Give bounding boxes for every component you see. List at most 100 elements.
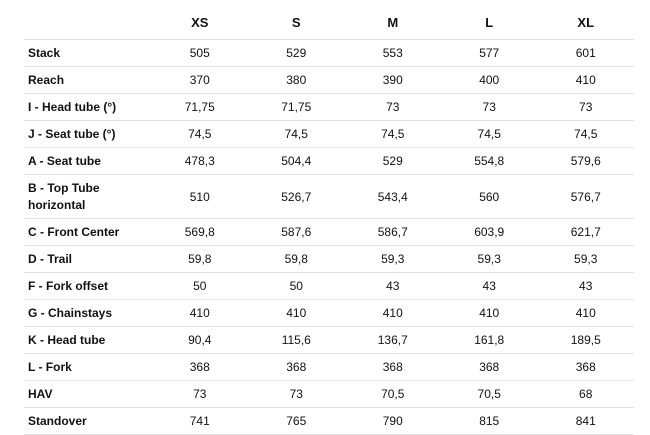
row-label: C - Front Center <box>24 218 152 246</box>
table-cell: 543,4 <box>344 174 441 219</box>
table-cell: 741 <box>151 407 249 435</box>
table-cell: 410 <box>537 66 634 94</box>
table-cell: 73 <box>537 93 634 121</box>
table-cell: 410 <box>151 299 249 327</box>
table-cell: 505 <box>151 39 249 67</box>
table-row: D - Trail 59,8 59,8 59,3 59,3 59,3 <box>24 245 634 273</box>
table-cell: 577 <box>440 39 538 67</box>
table-cell: 790 <box>344 407 441 435</box>
table-cell: 400 <box>440 66 538 94</box>
column-header-s: S <box>248 0 345 40</box>
row-label: I - Head tube (°) <box>24 93 152 121</box>
table-row: A - Seat tube 478,3 504,4 529 554,8 579,6 <box>24 147 634 175</box>
table-cell: 410 <box>537 299 634 327</box>
table-cell: 380 <box>248 66 345 94</box>
table-cell: 189,5 <box>537 326 634 354</box>
geometry-table: XS S M L XL Stack 505 529 553 577 601 Reach 370 380 3… <box>24 0 634 435</box>
table-row: G - Chainstays 410 410 410 410 410 <box>24 299 634 327</box>
table-cell: 368 <box>151 353 249 381</box>
row-label: K - Head tube <box>24 326 152 354</box>
table-cell: 390 <box>344 66 441 94</box>
table-cell: 43 <box>344 272 441 300</box>
table-cell: 59,8 <box>151 245 249 273</box>
table-cell: 73 <box>440 93 538 121</box>
row-label: G - Chainstays <box>24 299 152 327</box>
row-label: L - Fork <box>24 353 152 381</box>
table-cell: 554,8 <box>440 147 538 175</box>
table-row: Stack 505 529 553 577 601 <box>24 39 634 67</box>
table-cell: 526,7 <box>248 174 345 219</box>
table-cell: 70,5 <box>440 380 538 408</box>
table-row: C - Front Center 569,8 587,6 586,7 603,9 621,… <box>24 218 634 246</box>
table-cell: 587,6 <box>248 218 345 246</box>
table-cell: 569,8 <box>151 218 249 246</box>
table-cell: 410 <box>248 299 345 327</box>
table-cell: 59,3 <box>344 245 441 273</box>
row-label: Reach <box>24 66 152 94</box>
table-cell: 368 <box>537 353 634 381</box>
table-row: Reach 370 380 390 400 410 <box>24 66 634 94</box>
header-blank <box>24 0 152 40</box>
table-cell: 71,75 <box>151 93 249 121</box>
column-header-xs: XS <box>151 0 249 40</box>
table-cell: 73 <box>344 93 441 121</box>
table-cell: 621,7 <box>537 218 634 246</box>
table-cell: 370 <box>151 66 249 94</box>
column-header-xl: XL <box>537 0 634 40</box>
column-header-m: M <box>344 0 441 40</box>
table-cell: 410 <box>344 299 441 327</box>
table-cell: 136,7 <box>344 326 441 354</box>
table-cell: 841 <box>537 407 634 435</box>
table-cell: 815 <box>440 407 538 435</box>
table-cell: 553 <box>344 39 441 67</box>
table-row: B - Top Tube horizontal 510 526,7 543,4 560 5… <box>24 174 634 219</box>
table-cell: 74,5 <box>537 120 634 148</box>
column-header-l: L <box>440 0 538 40</box>
table-cell: 504,4 <box>248 147 345 175</box>
table-cell: 43 <box>537 272 634 300</box>
table-row: F - Fork offset 50 50 43 43 43 <box>24 272 634 300</box>
table-cell: 74,5 <box>344 120 441 148</box>
table-cell: 368 <box>344 353 441 381</box>
table-cell: 74,5 <box>440 120 538 148</box>
table-row: HAV 73 73 70,5 70,5 68 <box>24 380 634 408</box>
table-cell: 576,7 <box>537 174 634 219</box>
table-cell: 603,9 <box>440 218 538 246</box>
row-label: B - Top Tube horizontal <box>24 174 152 219</box>
table-row: L - Fork 368 368 368 368 368 <box>24 353 634 381</box>
row-label: Standover <box>24 407 152 435</box>
table-cell: 510 <box>151 174 249 219</box>
row-label: Stack <box>24 39 152 67</box>
table-cell: 59,8 <box>248 245 345 273</box>
table-cell: 70,5 <box>344 380 441 408</box>
table-cell: 74,5 <box>151 120 249 148</box>
table-cell: 59,3 <box>537 245 634 273</box>
row-label: HAV <box>24 380 152 408</box>
table-cell: 43 <box>440 272 538 300</box>
table-cell: 50 <box>151 272 249 300</box>
table-row: K - Head tube 90,4 115,6 136,7 161,8 189,5 <box>24 326 634 354</box>
table-cell: 68 <box>537 380 634 408</box>
table-row: Standover 741 765 790 815 841 <box>24 407 634 435</box>
table-cell: 368 <box>440 353 538 381</box>
table-cell: 529 <box>344 147 441 175</box>
table-cell: 478,3 <box>151 147 249 175</box>
table-cell: 368 <box>248 353 345 381</box>
row-label: A - Seat tube <box>24 147 152 175</box>
table-cell: 601 <box>537 39 634 67</box>
table-cell: 59,3 <box>440 245 538 273</box>
table-cell: 560 <box>440 174 538 219</box>
table-cell: 586,7 <box>344 218 441 246</box>
table-cell: 74,5 <box>248 120 345 148</box>
row-label: F - Fork offset <box>24 272 152 300</box>
header-row: XS S M L XL <box>24 0 634 40</box>
table-cell: 161,8 <box>440 326 538 354</box>
table-row: I - Head tube (°) 71,75 71,75 73 73 73 <box>24 93 634 121</box>
table-row: J - Seat tube (°) 74,5 74,5 74,5 74,5 74,5 <box>24 120 634 148</box>
table-cell: 529 <box>248 39 345 67</box>
row-label: J - Seat tube (°) <box>24 120 152 148</box>
table-cell: 115,6 <box>248 326 345 354</box>
table-cell: 765 <box>248 407 345 435</box>
table-cell: 73 <box>248 380 345 408</box>
table-cell: 71,75 <box>248 93 345 121</box>
